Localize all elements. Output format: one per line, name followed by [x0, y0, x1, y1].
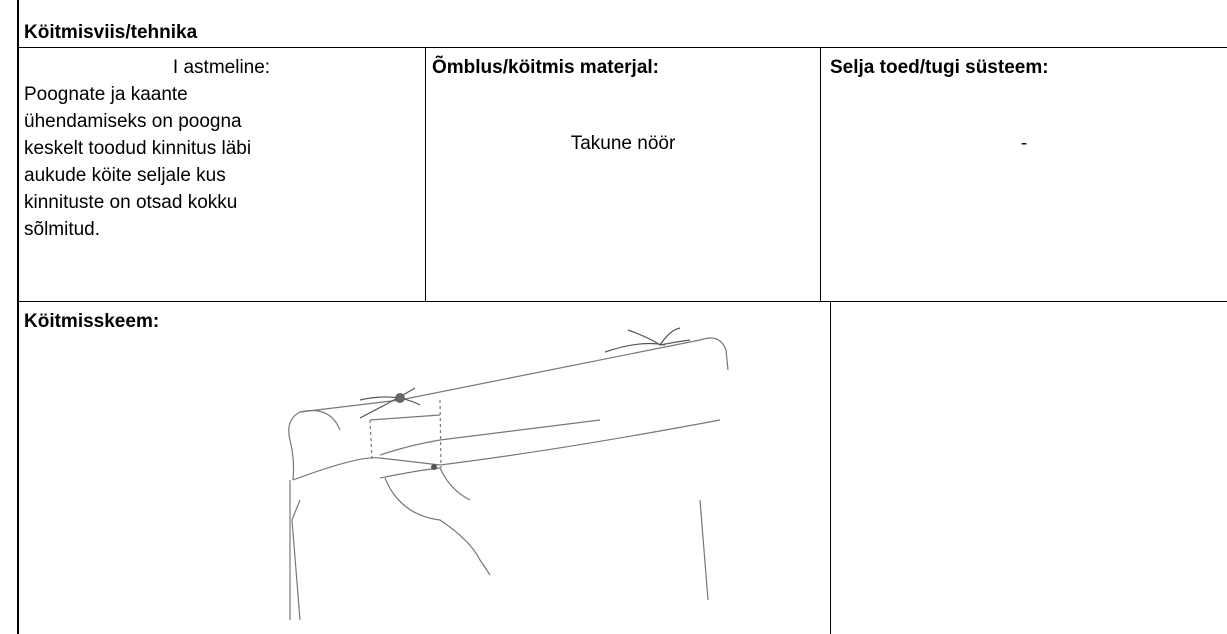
- section-title: Köitmisviis/tehnika: [24, 22, 198, 43]
- border: [830, 301, 831, 634]
- border: [425, 47, 426, 302]
- border: [17, 0, 19, 634]
- text-line: aukude köite seljale kus: [24, 165, 226, 186]
- text-line: kinnituste on otsad kokku: [24, 192, 238, 213]
- cell-value: Takune nöör: [570, 133, 676, 154]
- border: [820, 47, 821, 302]
- cell-heading: I astmeline:: [172, 57, 271, 78]
- cell-value: -: [1020, 133, 1028, 154]
- text-line: ühendamiseks on poogna: [24, 111, 242, 132]
- cell-heading: Õmblus/köitmis materjal:: [432, 57, 660, 78]
- text-line: sõlmitud.: [24, 219, 101, 240]
- cell-heading: Selja toed/tugi süsteem:: [830, 57, 1049, 78]
- border: [17, 47, 1227, 48]
- border: [17, 301, 1227, 302]
- text-line: keskelt toodud kinnitus läbi: [24, 138, 252, 159]
- cell-heading: Köitmisskeem:: [24, 311, 160, 332]
- text-line: Poognate ja kaante: [24, 84, 188, 105]
